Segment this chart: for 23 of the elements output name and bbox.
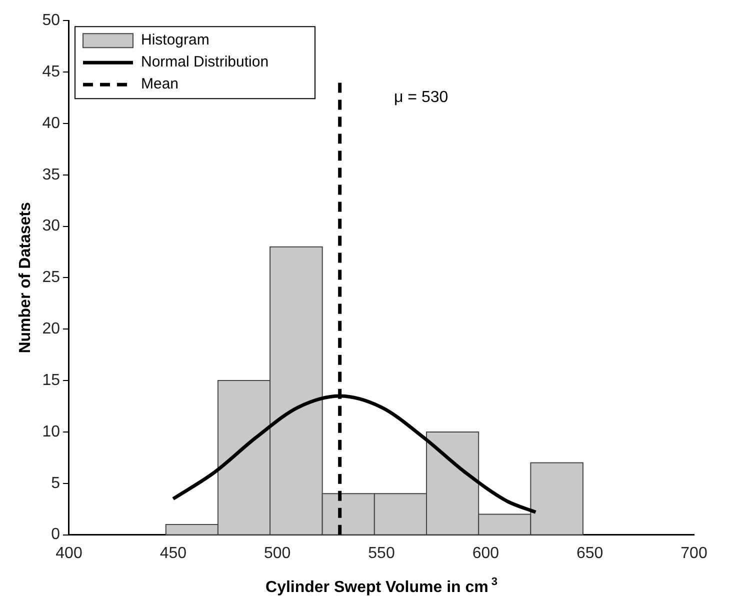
- y-tick-label: 50: [42, 12, 60, 30]
- x-tick-label: 450: [160, 544, 187, 562]
- y-tick-label: 45: [42, 63, 60, 80]
- x-tick-label: 400: [56, 544, 82, 562]
- y-axis-title: Number of Datasets: [17, 202, 34, 354]
- x-tick-label: 500: [264, 544, 291, 562]
- y-tick-label: 25: [42, 269, 60, 286]
- y-tick-label: 30: [42, 218, 60, 235]
- legend-label: Histogram: [140, 32, 210, 49]
- x-tick-label: 600: [472, 544, 500, 562]
- legend-label: Normal Distribution: [140, 54, 269, 71]
- y-tick-label: 40: [42, 114, 60, 132]
- x-tick-label: 650: [576, 544, 604, 562]
- y-tick-label: 15: [42, 372, 60, 389]
- y-tick-label: 10: [42, 423, 60, 440]
- y-tick-label: 5: [51, 474, 60, 492]
- x-tick-label: 700: [680, 544, 708, 562]
- annotation: μ = 530: [394, 89, 448, 106]
- y-tick-label: 35: [42, 166, 60, 184]
- legend-label: Mean: [140, 76, 179, 93]
- x-tick-label: 550: [368, 544, 395, 562]
- y-tick-label: 0: [51, 526, 60, 544]
- y-tick-label: 20: [42, 320, 60, 338]
